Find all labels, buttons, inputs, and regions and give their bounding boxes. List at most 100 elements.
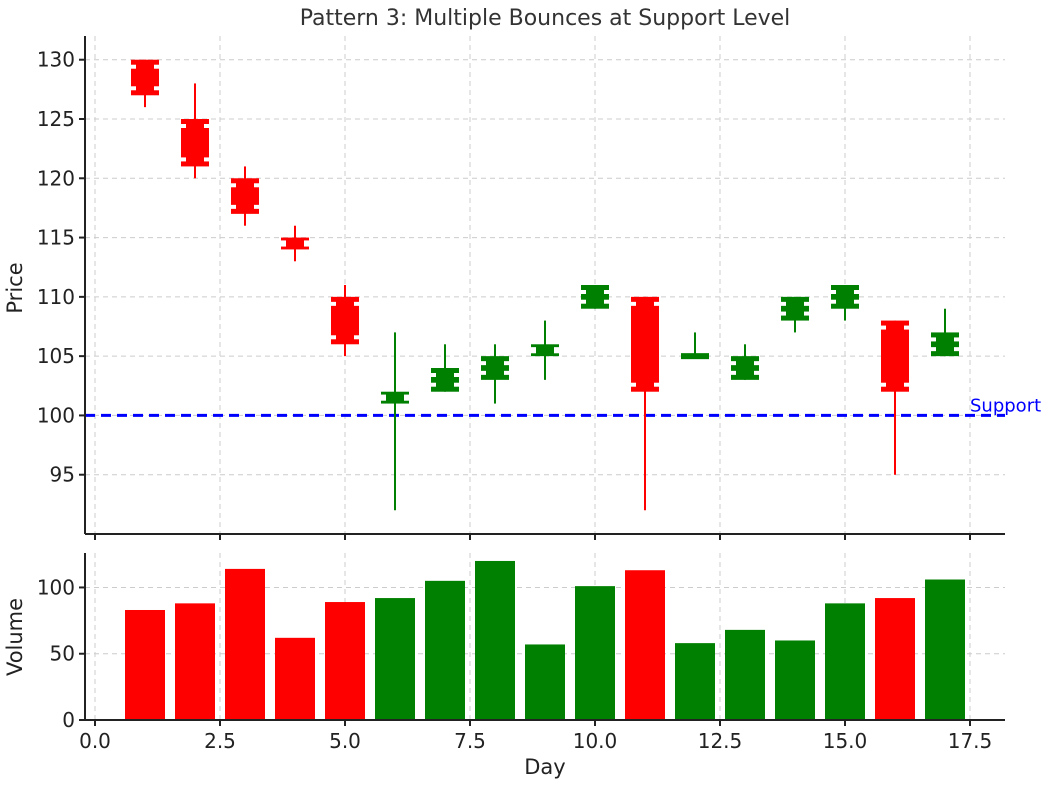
candle-body (381, 391, 409, 404)
candle-notch (204, 157, 209, 162)
candle-notch (454, 382, 459, 387)
candle-notch (631, 301, 636, 306)
candle-notch (404, 394, 409, 399)
volume-bar (225, 568, 265, 720)
candle (281, 225, 309, 262)
volume-bar (725, 629, 765, 720)
candle-notch (281, 242, 286, 247)
candle-notch (931, 347, 936, 352)
price-y-tick-label: 95 (50, 463, 75, 487)
candle-notch (304, 240, 309, 245)
candle-notch (904, 382, 909, 387)
candle-notch (854, 299, 859, 304)
volume-panel: 0 50 100 0.0 2.5 5.0 7.5 10.0 12.5 15.0 17.5 Volu… (3, 553, 1005, 779)
candle (481, 344, 509, 404)
volume-y-tick-label: 50 (50, 642, 75, 666)
candle-notch (504, 370, 509, 375)
candle-notch (531, 347, 536, 352)
candles (131, 59, 959, 511)
volume-y-tick-label: 100 (37, 575, 75, 599)
x-tick-label: 7.5 (454, 729, 486, 753)
candle-notch (604, 299, 609, 304)
x-tick-label: 17.5 (948, 729, 993, 753)
candle (131, 59, 159, 108)
candle (531, 320, 559, 380)
x-tick-label: 10.0 (573, 729, 618, 753)
candle-notch (254, 183, 259, 188)
price-axis-label: Price (3, 262, 27, 313)
candle-notch (654, 301, 659, 306)
candle-notch (904, 325, 909, 330)
candle-notch (731, 370, 736, 375)
x-axis-label: Day (524, 755, 565, 779)
candle-notch (354, 335, 359, 340)
candle (331, 285, 359, 357)
candle-body (481, 356, 509, 380)
candle-notch (354, 301, 359, 306)
candle (631, 296, 659, 511)
candle-notch (131, 64, 136, 69)
volume-bar (825, 603, 865, 720)
candle-notch (581, 290, 586, 294)
volume-bar (775, 640, 815, 720)
candle (831, 285, 859, 321)
volume-bar (925, 579, 965, 720)
price-panel: Support 95 100 105 110 115 120 125 130 Price (3, 36, 1041, 540)
candle-notch (154, 64, 159, 69)
volume-bar (275, 637, 315, 720)
candle-notch (804, 311, 809, 316)
candle-body (281, 237, 309, 250)
candle-notch (631, 382, 636, 387)
volume-bar (375, 598, 415, 720)
candle-notch (831, 290, 836, 294)
support-layer: Support (85, 395, 1041, 417)
candle-body (881, 320, 909, 392)
volume-y-tick-label: 0 (62, 708, 75, 732)
volume-bar (875, 598, 915, 720)
volume-bar (475, 560, 515, 720)
candle-notch (154, 86, 159, 91)
candle-notch (581, 299, 586, 304)
price-y-tick-label: 115 (37, 226, 75, 250)
candle-notch (381, 396, 386, 401)
candle-notch (181, 124, 186, 128)
candle-notch (131, 86, 136, 91)
candle (381, 332, 409, 511)
candle-notch (854, 290, 859, 294)
chart-title: Pattern 3: Multiple Bounces at Support L… (300, 6, 791, 31)
volume-bar (525, 644, 565, 720)
x-tick-label: 5.0 (329, 729, 361, 753)
candle-notch (381, 394, 386, 399)
volume-axis-label: Volume (3, 598, 27, 676)
candle-notch (531, 349, 536, 354)
candle (881, 320, 909, 475)
x-tick-label: 2.5 (204, 729, 236, 753)
candle (781, 296, 809, 333)
candle-body (431, 368, 459, 392)
x-axis: 0.0 2.5 5.0 7.5 10.0 12.5 15.0 17.5 (79, 720, 992, 753)
volume-bar (425, 580, 465, 720)
candle (931, 308, 959, 357)
volume-bar (625, 570, 665, 720)
price-y-tick-label: 125 (37, 107, 75, 131)
price-y-tick-label: 110 (37, 285, 75, 309)
candle (431, 344, 459, 392)
volume-bar (675, 643, 715, 720)
candle-notch (304, 242, 309, 247)
candle-notch (954, 347, 959, 352)
candle-notch (431, 382, 436, 387)
candle-body (581, 285, 609, 309)
price-grid (85, 36, 1005, 534)
candle-notch (781, 301, 786, 306)
candle-notch (554, 347, 559, 352)
candle (731, 344, 759, 380)
candle-notch (481, 361, 486, 366)
candle (181, 83, 209, 179)
candle-notch (204, 124, 209, 128)
candle-notch (181, 157, 186, 162)
candle-notch (504, 361, 509, 366)
volume-bar (175, 603, 215, 720)
candle-body (681, 353, 709, 360)
candle-notch (331, 335, 336, 340)
candle-notch (881, 325, 886, 330)
